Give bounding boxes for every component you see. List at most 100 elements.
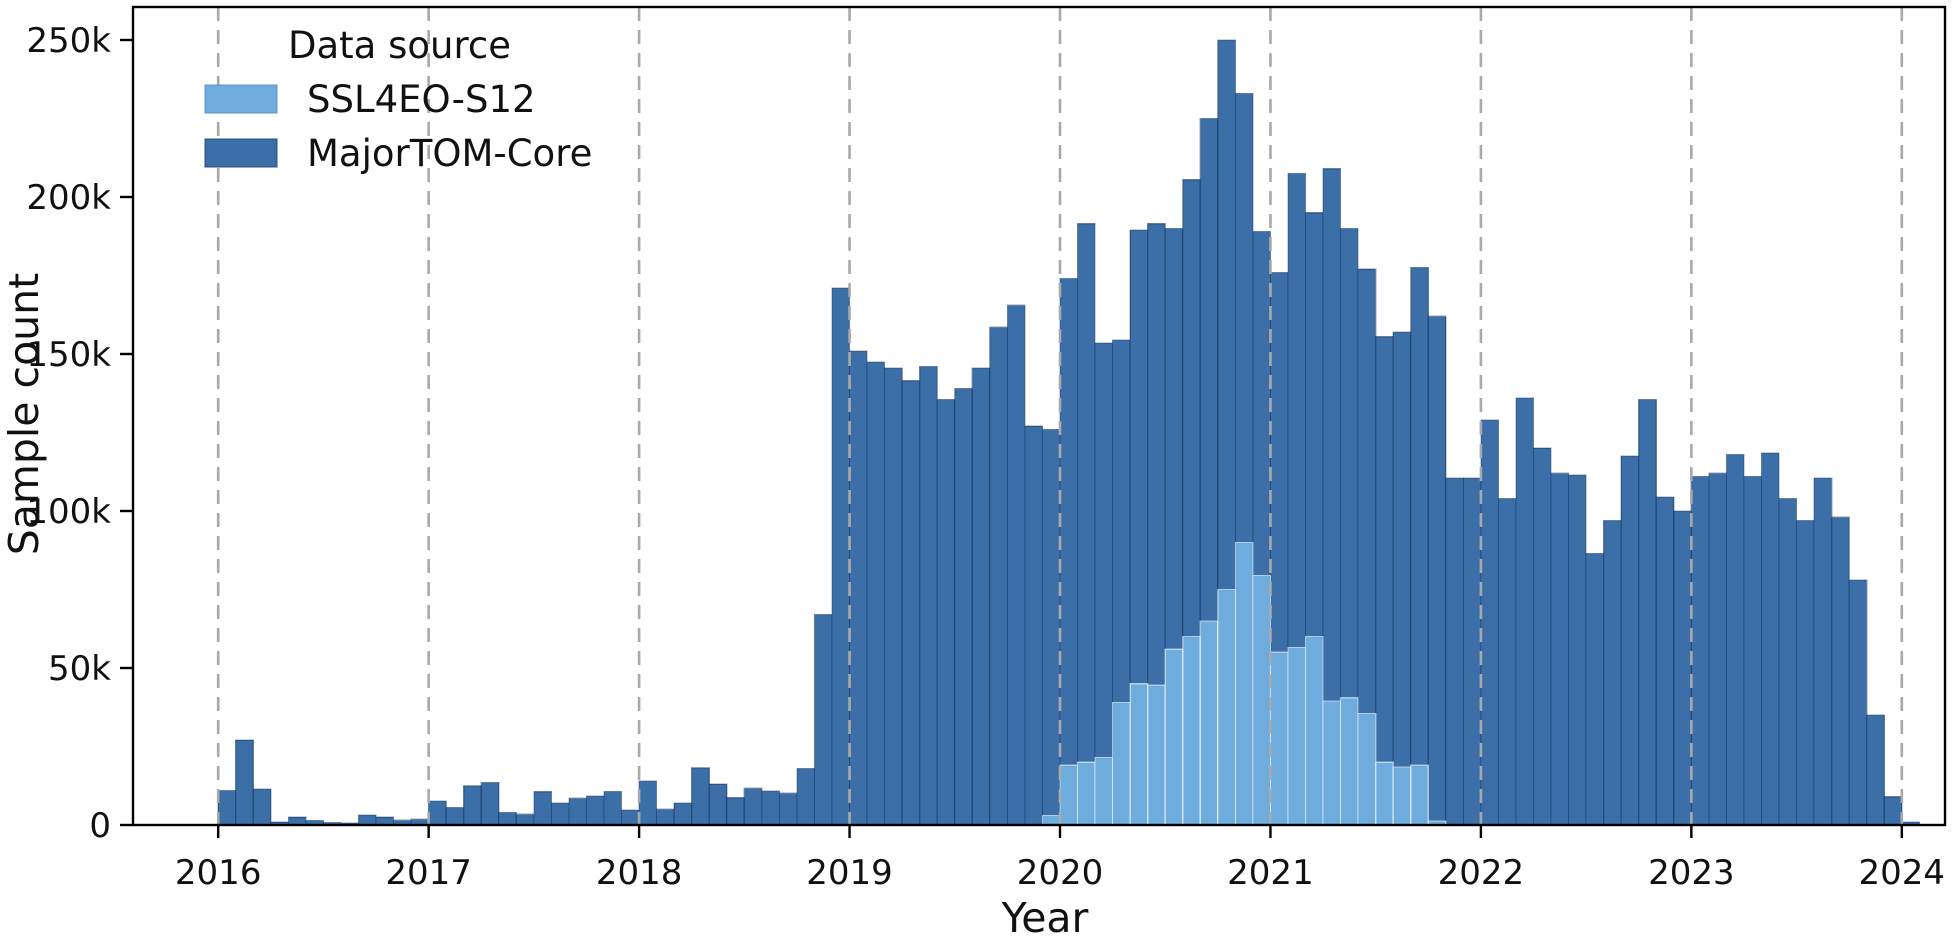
legend-title: Data source [288, 24, 511, 67]
majortom-core-bar [252, 788, 272, 826]
majortom-core-bar [1813, 477, 1833, 826]
majortom-core-bar [1445, 477, 1464, 826]
ssl4eo-s12-bar [1164, 648, 1184, 826]
x-tick-label-2019: 2019 [806, 853, 893, 893]
y-tick-label-0: 0 [89, 806, 111, 846]
majortom-core-bar [848, 350, 868, 826]
majortom-core-bar [1024, 425, 1044, 826]
majortom-core-bar [1690, 475, 1710, 826]
majortom-core-bar [971, 367, 991, 826]
x-axis-ticks [216, 825, 1904, 838]
majortom-core-bar [1725, 453, 1745, 826]
ssl4eo-s12-bar [1410, 764, 1429, 826]
majortom-core-bar [1638, 398, 1657, 826]
y-tick-label-250k: 250k [26, 21, 111, 61]
y-axis-ticks [120, 38, 133, 827]
y-axis-tick-labels: 0 50k 100k 150k 200k 250k [26, 21, 111, 846]
ssl4eo-s12-bar [1059, 764, 1079, 826]
majortom-core-bar [515, 813, 535, 826]
majortom-core-bar [585, 795, 605, 826]
ssl4eo-s12-swatch [204, 84, 278, 114]
ssl4eo-s12-bar [1392, 766, 1412, 826]
ssl4eo-s12-bar [1129, 683, 1149, 826]
ssl4eo-s12-bar [1357, 712, 1377, 826]
majortom-core-bar [1848, 579, 1868, 826]
majortom-core-bar [901, 380, 921, 826]
majortom-core-bar [1831, 516, 1850, 826]
ssl4eo-s12-bar [1287, 646, 1307, 826]
ssl4eo-s12-legend-label: SSL4EO-S12 [307, 78, 536, 121]
ssl4eo-s12-bar [1304, 635, 1324, 826]
majortom-core-bar [761, 790, 780, 826]
majortom-core-bar [445, 806, 465, 826]
majortom-core-bar [1059, 278, 1079, 826]
x-tick-label-2024: 2024 [1859, 853, 1946, 893]
majortom-core-bar [1778, 497, 1798, 826]
majortom-core-bar [1532, 447, 1552, 826]
ssl4eo-s12-bar [1234, 541, 1254, 826]
majortom-core-bar [1760, 452, 1780, 826]
x-axis-tick-labels: 2016 2017 2018 2019 2020 2021 2022 2023 2024 [175, 853, 1945, 893]
majortom-core-swatch [204, 138, 278, 168]
plot-border [131, 5, 1947, 827]
majortom-core-bar [1795, 519, 1815, 826]
majortom-core-bar [1462, 477, 1482, 826]
x-tick-label-2021: 2021 [1227, 853, 1314, 893]
ssl4eo-s12-bar [1182, 635, 1201, 826]
majortom-core-bar [1006, 304, 1026, 826]
majortom-core-bar [357, 814, 377, 826]
majortom-core-bar [1375, 336, 1394, 826]
majortom-core-bar [498, 811, 517, 826]
majortom-core-bar [936, 398, 956, 826]
majortom-core-bar [533, 791, 553, 826]
ssl4eo-s12-bar [1252, 574, 1272, 826]
ssl4eo-s12-bar [1112, 701, 1131, 826]
legend: Data source SSL4EO-S12 MajorTOM-Core [204, 24, 592, 175]
ssl4eo-s12-bar [1375, 761, 1394, 826]
majortom-core-bar [1427, 315, 1447, 826]
x-tick-label-2020: 2020 [1017, 853, 1104, 893]
majortom-core-legend-label: MajorTOM-Core [307, 132, 592, 175]
x-tick-label-2016: 2016 [175, 853, 262, 893]
ssl4eo-s12-bar [1322, 700, 1342, 826]
majortom-core-bar [550, 802, 570, 826]
majortom-core-bar [1497, 497, 1517, 826]
majortom-core-bar [691, 767, 710, 826]
y-tick-label-100k: 100k [26, 492, 111, 532]
majortom-core-bar [954, 387, 973, 826]
majortom-core-bar [1708, 472, 1728, 826]
majortom-core-bar [1743, 475, 1763, 826]
majortom-core-bar [1410, 267, 1429, 826]
ssl4eo-s12-bar [1041, 814, 1061, 826]
y-tick-label-50k: 50k [48, 649, 111, 689]
majortom-core-bar [235, 739, 254, 826]
x-tick-label-2022: 2022 [1438, 853, 1525, 893]
majortom-core-bar [463, 785, 482, 826]
x-tick-label-2017: 2017 [385, 853, 472, 893]
majortom-core-bar [620, 809, 640, 826]
majortom-core-bar [428, 800, 447, 826]
majortom-core-bar [726, 797, 745, 826]
ssl4eo-s12-bar [1339, 697, 1359, 826]
x-tick-label-2018: 2018 [596, 853, 683, 893]
majortom-core-bar [831, 287, 851, 826]
majortom-core-bar [1515, 397, 1535, 826]
majortom-core-bar [989, 326, 1008, 826]
ssl4eo-s12-bar [1269, 651, 1289, 826]
majortom-core-bar [778, 792, 798, 826]
majortom-core-bar [1567, 474, 1587, 826]
ssl4eo-s12-bar [1147, 684, 1166, 826]
majortom-core-bar [1620, 455, 1640, 826]
majortom-core-bar [743, 787, 763, 826]
majortom-core-bar [1041, 428, 1061, 826]
majortom-core-bar [1585, 552, 1605, 826]
y-axis-title: Sample count [0, 273, 48, 555]
x-tick-label-2023: 2023 [1648, 853, 1735, 893]
majortom-core-bar [656, 808, 675, 826]
majortom-core-bar [1480, 419, 1500, 826]
ssl4eo-s12-bar [1076, 761, 1096, 826]
majortom-core-bar [480, 782, 500, 826]
majortom-core-bar [919, 365, 938, 826]
